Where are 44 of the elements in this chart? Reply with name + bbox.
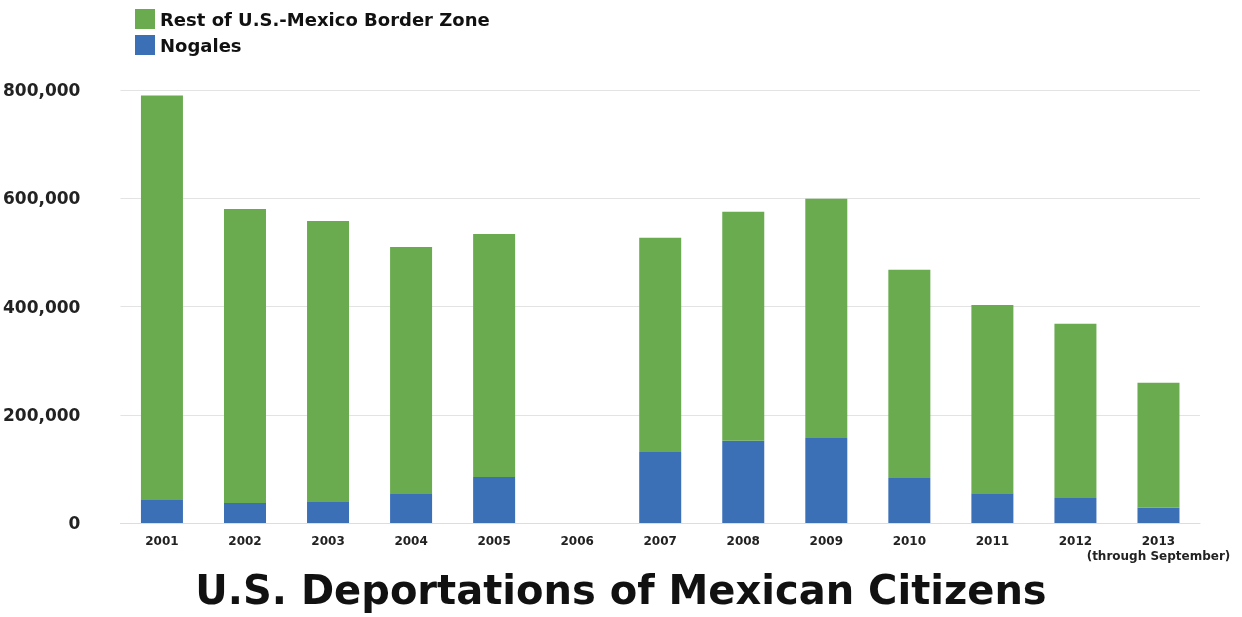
bar [722,440,765,523]
bar [722,211,765,441]
legend-label: Nogales [160,34,242,56]
x-tick-label: 2004 [394,533,428,548]
bar [224,209,266,503]
bar [390,493,433,523]
bar [1054,498,1097,523]
bar [1137,382,1180,508]
y-tick-label: 600,000 [2,188,81,209]
bar [971,493,1014,523]
text: U.S. Deportations of Mexican Citizens [195,567,1047,613]
x-tick-label: 2012 [1058,533,1093,548]
bar [971,304,1014,494]
x-tick-label: 2006 [560,533,594,548]
bar [307,501,350,523]
y-tick-label: 400,000 [2,296,81,317]
x-tick-label: 2009 [809,533,844,548]
x-tick-label: 2001 [145,533,179,548]
x-tick-label: 2003 [311,533,345,548]
bar [473,233,516,477]
bar [140,499,183,523]
bar [639,237,682,453]
bar [888,478,931,523]
bar [307,220,350,502]
y-tick-label: 800,000 [2,80,81,100]
x-tick-label: 2010 [892,533,927,548]
bar [1054,323,1097,499]
bar [140,95,183,500]
bar [390,246,433,494]
legend-label: Rest of U.S.-Mexico Border Zone [160,8,490,30]
bar [224,502,266,523]
bar [639,452,682,523]
bar [805,198,848,439]
x-tick-label: 2008 [726,533,760,548]
bar [1137,507,1180,523]
y-tick-label: 0 [68,513,81,533]
x-tick-label: 2007 [643,533,677,548]
bar [888,269,931,479]
x-tick-label: 2002 [228,533,262,548]
bar [473,476,516,523]
x-tick-label: 2011 [975,533,1010,548]
x-tick-label: 2005 [477,533,511,548]
bar [805,438,848,523]
y-tick-label: 200,000 [2,404,81,425]
